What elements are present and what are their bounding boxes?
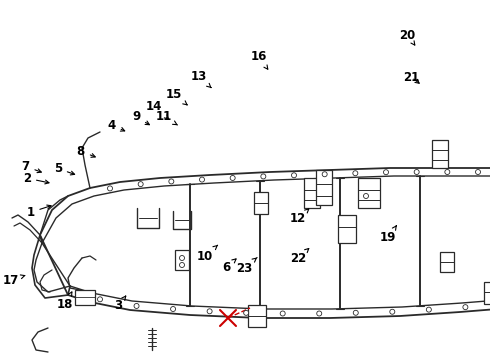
Circle shape — [207, 309, 212, 314]
Circle shape — [414, 170, 419, 175]
Circle shape — [475, 170, 481, 175]
Circle shape — [317, 311, 322, 316]
Bar — [316, 170, 332, 205]
Text: 7: 7 — [22, 160, 41, 173]
Bar — [75, 290, 95, 305]
Text: 6: 6 — [222, 259, 236, 274]
Text: 13: 13 — [190, 70, 211, 87]
Text: 4: 4 — [108, 119, 124, 132]
Text: 21: 21 — [403, 71, 420, 84]
Text: 22: 22 — [290, 248, 309, 265]
Bar — [254, 192, 268, 214]
Bar — [440, 252, 454, 272]
Circle shape — [179, 256, 185, 261]
Text: 20: 20 — [399, 29, 416, 45]
Circle shape — [261, 174, 266, 179]
Circle shape — [384, 170, 389, 175]
Text: 11: 11 — [156, 111, 177, 125]
Text: 10: 10 — [196, 245, 218, 263]
Text: 2: 2 — [23, 172, 49, 185]
Text: 1: 1 — [26, 205, 51, 219]
Circle shape — [445, 170, 450, 175]
Circle shape — [169, 179, 174, 184]
Text: 16: 16 — [250, 50, 268, 69]
Circle shape — [171, 306, 175, 311]
Text: 3: 3 — [115, 296, 126, 312]
Bar — [484, 282, 490, 304]
Text: 18: 18 — [56, 292, 73, 311]
Circle shape — [199, 177, 204, 182]
Bar — [432, 140, 448, 168]
Circle shape — [353, 310, 358, 315]
Text: 5: 5 — [54, 162, 74, 175]
Circle shape — [230, 175, 235, 180]
Circle shape — [426, 307, 431, 312]
Text: 9: 9 — [132, 111, 149, 125]
Circle shape — [353, 171, 358, 176]
Circle shape — [463, 305, 468, 310]
Circle shape — [322, 172, 327, 177]
Circle shape — [138, 182, 143, 186]
Bar — [175, 250, 189, 270]
Text: 19: 19 — [380, 226, 396, 244]
Text: 15: 15 — [166, 88, 187, 105]
Text: 12: 12 — [290, 209, 309, 225]
Circle shape — [98, 297, 102, 302]
Circle shape — [244, 310, 248, 315]
Bar — [338, 215, 356, 243]
Bar — [248, 305, 266, 327]
Bar — [304, 178, 320, 208]
Text: 17: 17 — [2, 274, 25, 287]
Circle shape — [179, 262, 185, 267]
Circle shape — [280, 311, 285, 316]
Text: 14: 14 — [146, 100, 169, 119]
Text: 8: 8 — [77, 145, 95, 158]
Circle shape — [292, 173, 296, 178]
Circle shape — [390, 309, 395, 314]
Circle shape — [107, 186, 113, 191]
Circle shape — [134, 303, 139, 309]
Circle shape — [364, 194, 368, 198]
Bar — [358, 178, 380, 208]
Text: 23: 23 — [236, 257, 257, 275]
